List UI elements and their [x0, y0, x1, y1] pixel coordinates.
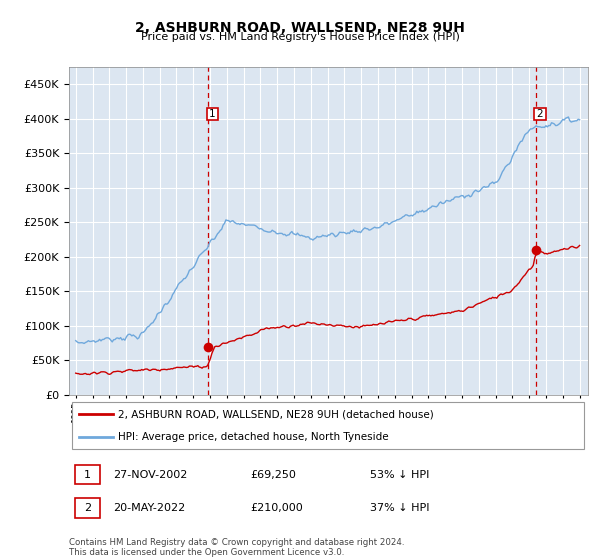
Text: 37% ↓ HPI: 37% ↓ HPI	[370, 503, 430, 513]
Text: 2, ASHBURN ROAD, WALLSEND, NE28 9UH (detached house): 2, ASHBURN ROAD, WALLSEND, NE28 9UH (det…	[118, 409, 434, 419]
Text: 2, ASHBURN ROAD, WALLSEND, NE28 9UH: 2, ASHBURN ROAD, WALLSEND, NE28 9UH	[135, 21, 465, 35]
Text: HPI: Average price, detached house, North Tyneside: HPI: Average price, detached house, Nort…	[118, 432, 389, 442]
Text: 1: 1	[209, 109, 216, 119]
Text: 20-MAY-2022: 20-MAY-2022	[113, 503, 185, 513]
Text: 2: 2	[536, 109, 543, 119]
Text: 27-NOV-2002: 27-NOV-2002	[113, 470, 187, 479]
Text: £69,250: £69,250	[251, 470, 296, 479]
Bar	[206, 108, 218, 120]
Text: 1: 1	[84, 470, 91, 479]
Bar	[75, 465, 100, 484]
Bar	[75, 498, 100, 518]
Text: Price paid vs. HM Land Registry's House Price Index (HPI): Price paid vs. HM Land Registry's House …	[140, 32, 460, 43]
Text: 53% ↓ HPI: 53% ↓ HPI	[370, 470, 430, 479]
FancyBboxPatch shape	[71, 403, 584, 449]
Text: 2: 2	[84, 503, 91, 513]
Text: Contains HM Land Registry data © Crown copyright and database right 2024.
This d: Contains HM Land Registry data © Crown c…	[69, 538, 404, 557]
Bar	[534, 108, 545, 120]
Text: £210,000: £210,000	[251, 503, 304, 513]
